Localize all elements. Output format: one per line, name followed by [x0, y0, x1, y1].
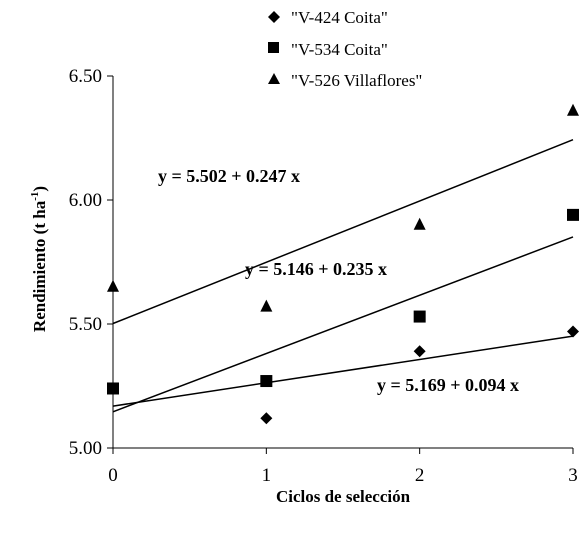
trend-line-v534 [112, 236, 574, 413]
point-v534 [107, 382, 119, 395]
x-axis-title: Ciclos de selección [276, 487, 411, 506]
trend-line-v424 [112, 335, 574, 407]
y-tick-label: 5.50 [69, 314, 102, 335]
legend: "V-424 Coita" "V-534 Coita" "V-526 Villa… [268, 8, 422, 90]
x-tick-label: 2 [415, 465, 425, 486]
y-axis: 5.00 5.50 6.00 6.50 [69, 66, 114, 459]
point-v424 [260, 412, 273, 425]
point-v424 [413, 345, 426, 358]
legend-diamond-marker [268, 11, 280, 23]
equation-v424: y = 5.169 + 0.094 x [377, 375, 519, 395]
legend-label-v534: "V-534 Coita" [291, 40, 388, 59]
y-axis-title: Rendimiento (t ha-1) [29, 186, 49, 332]
data-points [107, 103, 579, 425]
x-axis: 0 1 2 3 [108, 447, 578, 486]
y-tick-label: 6.00 [69, 190, 102, 211]
y-tick-label: 5.00 [69, 438, 102, 459]
trend-line-v526 [112, 139, 574, 325]
legend-square-marker [268, 42, 279, 53]
legend-item-v424: "V-424 Coita" [268, 8, 388, 27]
point-v526 [413, 217, 426, 230]
point-v534 [260, 375, 273, 388]
point-v526 [567, 103, 579, 116]
point-v424 [567, 325, 579, 338]
y-axis-title-main: Rendimiento (t ha [30, 200, 49, 332]
point-v526 [260, 299, 273, 312]
legend-triangle-marker [268, 73, 280, 84]
y-axis-title-sup: -1 [29, 192, 41, 201]
equation-v534: y = 5.146 + 0.235 x [245, 259, 387, 279]
legend-label-v424: "V-424 Coita" [291, 8, 388, 27]
point-v534 [567, 208, 579, 221]
trend-lines [112, 139, 574, 413]
point-v534 [413, 310, 426, 323]
legend-label-v526: "V-526 Villaflores" [291, 71, 422, 90]
x-tick-label: 3 [568, 465, 578, 486]
legend-item-v526: "V-526 Villaflores" [268, 71, 422, 90]
x-tick-label: 1 [262, 465, 272, 486]
y-tick-label: 6.50 [69, 66, 102, 87]
y-axis-title-end: ) [30, 186, 49, 192]
equation-v526: y = 5.502 + 0.247 x [158, 166, 300, 186]
point-v526 [107, 279, 119, 292]
legend-item-v534: "V-534 Coita" [268, 40, 388, 59]
x-tick-label: 0 [108, 465, 118, 486]
